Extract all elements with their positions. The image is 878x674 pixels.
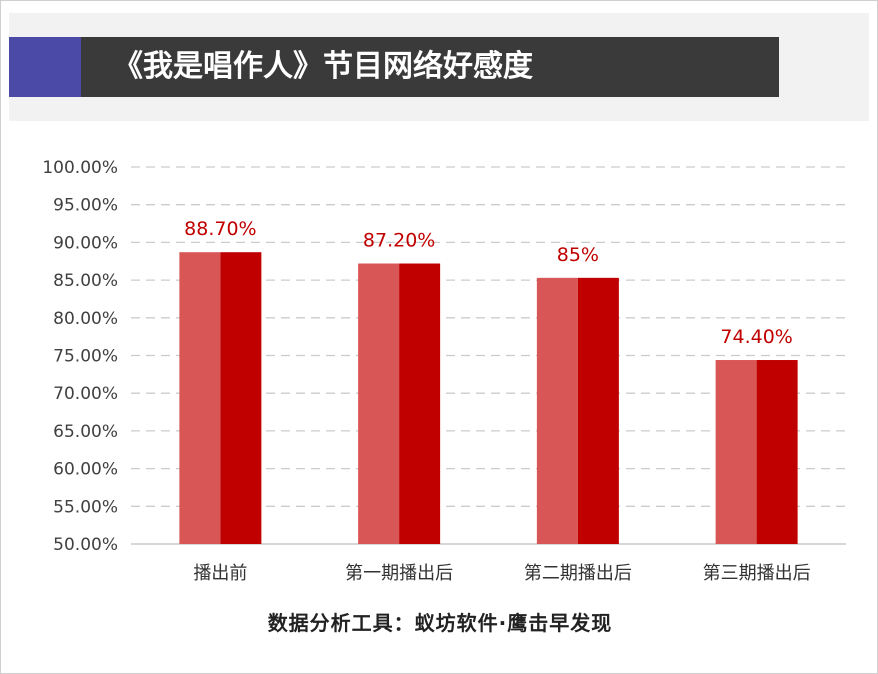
data-label: 87.20% xyxy=(363,230,435,252)
bar-right-half xyxy=(399,263,441,544)
y-tick-label: 100.00% xyxy=(42,158,118,178)
y-tick-label: 60.00% xyxy=(53,460,118,480)
bar-right-half xyxy=(577,277,619,544)
y-tick-label: 85.00% xyxy=(53,271,118,291)
y-tick-label: 80.00% xyxy=(53,309,118,329)
y-tick-label: 75.00% xyxy=(53,347,118,367)
y-tick-label: 50.00% xyxy=(53,535,118,555)
bar-left-half xyxy=(536,277,578,544)
bar-left-half xyxy=(358,263,400,544)
bar-left-half xyxy=(715,360,757,544)
bar-left-half xyxy=(179,252,221,544)
title-accent-block xyxy=(9,37,81,97)
data-label: 74.40% xyxy=(720,326,792,348)
y-tick-label: 95.00% xyxy=(53,196,118,216)
x-tick-label: 第一期播出后 xyxy=(345,563,453,584)
chart-title: 《我是唱作人》节目网络好感度 xyxy=(113,49,533,84)
data-label: 85% xyxy=(557,244,599,266)
x-tick-label: 第三期播出后 xyxy=(703,563,811,584)
source-note: 数据分析工具：蚁坊软件·鹰击早发现 xyxy=(267,611,613,635)
title-bar xyxy=(81,37,779,97)
bar-right-half xyxy=(220,252,262,544)
y-tick-label: 70.00% xyxy=(53,384,118,404)
y-tick-label: 55.00% xyxy=(53,497,118,517)
y-tick-label: 65.00% xyxy=(53,422,118,442)
x-tick-label: 第二期播出后 xyxy=(524,563,632,584)
y-tick-label: 90.00% xyxy=(53,233,118,253)
x-tick-label: 播出前 xyxy=(193,563,247,584)
bar-right-half xyxy=(756,360,798,544)
data-label: 88.70% xyxy=(184,218,256,240)
